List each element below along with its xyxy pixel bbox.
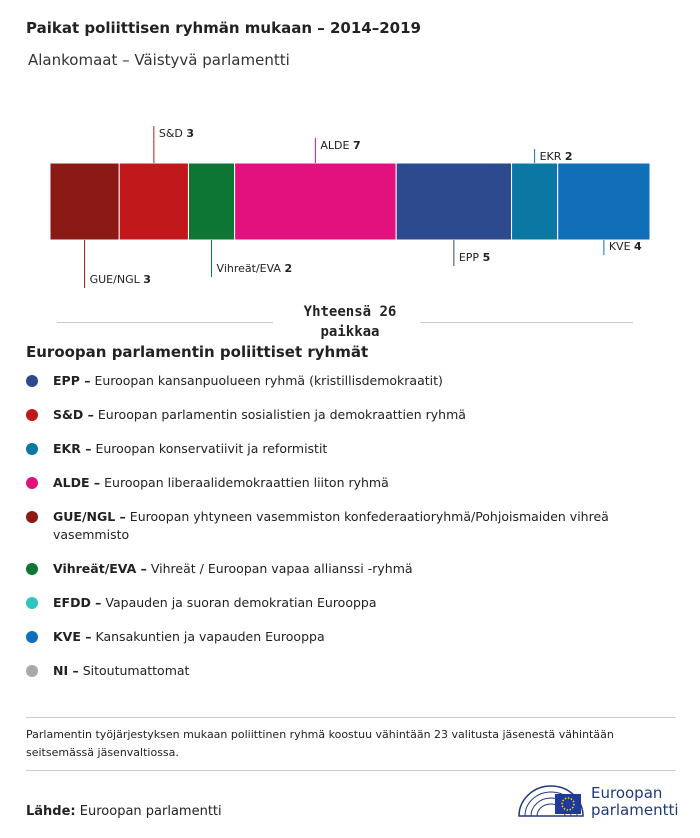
legend-abbr: GUE/NGL –: [53, 509, 126, 524]
divider: [420, 322, 633, 323]
legend-item: ALDE – Euroopan liberaalidemokraattien l…: [53, 474, 653, 492]
legend-desc: Vapauden ja suoran demokratian Eurooppa: [105, 595, 377, 610]
legend-item: EPP – Euroopan kansanpuolueen ryhmä (kri…: [53, 372, 653, 390]
segment-value: 2: [284, 262, 292, 275]
legend-marker: [26, 443, 38, 455]
source-text: Euroopan parlamentti: [79, 804, 222, 819]
segment-value: 2: [565, 150, 573, 163]
segment-name: KVE: [609, 240, 631, 253]
legend-desc: Sitoutumattomat: [82, 663, 190, 678]
source: Lähde: Euroopan parlamentti: [26, 804, 222, 819]
logo-stars: [561, 797, 575, 811]
legend-abbr: EFDD –: [53, 595, 102, 610]
legend-marker: [26, 597, 38, 609]
segment-value: 5: [483, 251, 491, 264]
segment-label: EPP 5: [459, 251, 490, 264]
legend-desc: Euroopan yhtyneen vasemmiston konfederaa…: [53, 509, 609, 542]
legend-desc: Euroopan parlamentin sosialistien ja dem…: [97, 407, 466, 422]
segment-name: EKR: [540, 150, 562, 163]
legend-item: KVE – Kansakuntien ja vapauden Eurooppa: [53, 628, 653, 646]
legend-marker: [26, 409, 38, 421]
segment-label: ALDE 7: [320, 139, 360, 152]
legend-abbr: EKR –: [53, 441, 92, 456]
logo-flag: [555, 794, 581, 814]
legend-item: EFDD – Vapauden ja suoran demokratian Eu…: [53, 594, 653, 612]
legend-abbr: NI –: [53, 663, 79, 678]
divider: [26, 770, 676, 771]
legend-abbr: Vihreät/EVA –: [53, 561, 147, 576]
chart-title: Paikat poliittisen ryhmän mukaan – 2014–…: [26, 19, 421, 37]
legend-desc: Euroopan liberaalidemokraattien liiton r…: [104, 475, 389, 490]
legend-desc: Euroopan kansanpuolueen ryhmä (kristilli…: [94, 373, 443, 388]
legend-abbr: EPP –: [53, 373, 91, 388]
segment-label: Vihreät/EVA 2: [217, 262, 293, 275]
segment-label: EKR 2: [540, 150, 573, 163]
bar-segment: [557, 162, 651, 241]
segment-name: ALDE: [320, 139, 349, 152]
legend-item: S&D – Euroopan parlamentin sosialistien …: [53, 406, 653, 424]
segment-label: S&D 3: [159, 127, 194, 140]
source-label: Lähde:: [26, 804, 76, 819]
legend-abbr: S&D –: [53, 407, 94, 422]
legend-item: NI – Sitoutumattomat: [53, 662, 653, 680]
legend-item: Vihreät/EVA – Vihreät / Euroopan vapaa a…: [53, 560, 653, 578]
segment-value: 3: [186, 127, 194, 140]
legend-abbr: ALDE –: [53, 475, 101, 490]
logo-text: Euroopan: [591, 784, 662, 802]
bar-segment: [49, 162, 120, 241]
legend-title: Euroopan parlamentin poliittiset ryhmät: [26, 343, 369, 361]
logo: Euroopan parlamentti: [518, 784, 679, 819]
segment-value: 7: [353, 139, 361, 152]
bar-segment: [187, 162, 236, 241]
legend-desc: Vihreät / Euroopan vapaa allianssi -ryhm…: [150, 561, 413, 576]
segment-label: GUE/NGL 3: [90, 273, 151, 286]
divider: [57, 322, 273, 323]
legend-marker: [26, 511, 38, 523]
legend-item: GUE/NGL – Euroopan yhtyneen vasemmiston …: [53, 508, 653, 544]
legend-marker: [26, 631, 38, 643]
legend-desc: Euroopan konservatiivit ja reformistit: [95, 441, 328, 456]
segment-value: 3: [143, 273, 151, 286]
bar-segment: [234, 162, 397, 241]
legend-marker: [26, 563, 38, 575]
segment-name: Vihreät/EVA: [217, 262, 282, 275]
segment-value: 4: [634, 240, 642, 253]
legend-marker: [26, 477, 38, 489]
segment-name: GUE/NGL: [90, 273, 141, 286]
segment-name: EPP: [459, 251, 480, 264]
logo-hemicycle: [518, 785, 584, 817]
segment-name: S&D: [159, 127, 183, 140]
chart-subtitle: Alankomaat – Väistyvä parlamentti: [28, 51, 290, 69]
note: Parlamentin työjärjestyksen mukaan polii…: [26, 728, 614, 759]
total-label: Yhteensä 26 paikkaa: [303, 304, 397, 340]
logo-text: parlamentti: [591, 801, 679, 819]
segment-label: KVE 4: [609, 240, 642, 253]
legend-marker: [26, 375, 38, 387]
legend-desc: Kansakuntien ja vapauden Eurooppa: [95, 629, 325, 644]
bar-segment: [395, 162, 513, 241]
legend-abbr: KVE –: [53, 629, 92, 644]
bar-segment: [118, 162, 189, 241]
bar-segment: [511, 162, 559, 241]
legend-item: EKR – Euroopan konservatiivit ja reformi…: [53, 440, 653, 458]
legend-marker: [26, 665, 38, 677]
divider: [26, 717, 676, 718]
